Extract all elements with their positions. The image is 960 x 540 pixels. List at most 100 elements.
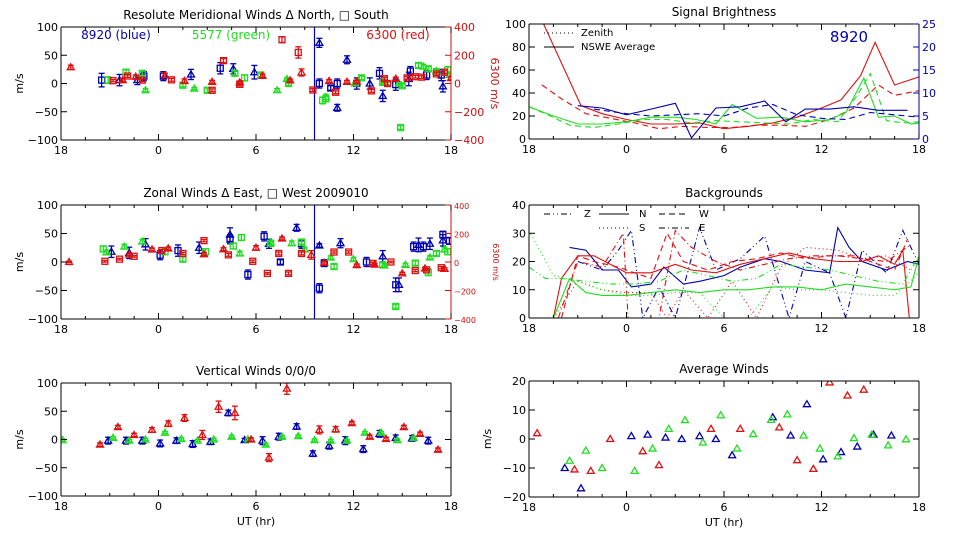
data-point-square (440, 68, 449, 76)
series-line (529, 255, 919, 285)
y-tick-label: 0 (51, 434, 58, 447)
data-point-triangle (735, 424, 745, 433)
series-5577-s (529, 230, 919, 318)
x-tick-label: 18 (54, 500, 68, 513)
x-tick-label: 0 (623, 143, 630, 156)
y2-tick-label: 10 (922, 87, 936, 100)
series-8920-nswe (577, 100, 908, 139)
data-point-square (216, 64, 224, 72)
data-point-triangle (326, 252, 336, 261)
series-5577 (61, 427, 419, 448)
data-point-square (294, 48, 302, 57)
data-point-triangle (230, 408, 240, 417)
data-point-triangle (342, 435, 352, 444)
data-point-triangle (408, 433, 419, 441)
legend-label: W (699, 209, 709, 220)
y-tick-label: 0 (519, 433, 526, 446)
data-point-triangle (314, 240, 325, 249)
data-point-square (439, 230, 447, 239)
x-tick-label: 6 (253, 323, 260, 336)
data-point-triangle (365, 431, 375, 440)
data-point-triangle (163, 418, 173, 427)
data-point-triangle (137, 236, 147, 245)
data-point-triangle (209, 434, 219, 443)
series-6300 (95, 383, 443, 463)
x-tick-label: 18 (444, 500, 458, 513)
data-point-square (379, 261, 387, 269)
y-tick-label: 0 (51, 256, 58, 269)
chart-title: Vertical Winds 0/0/0 (196, 364, 316, 378)
data-point-square (419, 242, 428, 251)
data-point-triangle (257, 435, 268, 444)
plot-area (532, 381, 911, 492)
chart-title: Average Winds (679, 362, 769, 376)
y2-tick-label: 400 (454, 202, 469, 211)
series-line (529, 230, 919, 318)
data-point-triangle (330, 424, 341, 433)
series-line (552, 248, 910, 318)
data-point-triangle (433, 444, 443, 453)
series-5577-zenith (529, 72, 919, 129)
y-tick-label: 10 (512, 404, 526, 417)
data-point-triangle (391, 73, 401, 82)
data-point-triangle (163, 243, 173, 252)
data-point-square (219, 56, 228, 65)
data-point-square (403, 74, 411, 82)
data-point-triangle (296, 67, 307, 76)
y2-tick-label: 200 (454, 231, 469, 240)
x-tick-label: 0 (155, 144, 162, 157)
data-point-square (357, 74, 366, 82)
data-point-triangle (155, 438, 165, 447)
data-point-square (123, 72, 132, 80)
data-point-triangle (732, 443, 742, 452)
y-tick-label: 20 (512, 375, 526, 388)
data-point-triangle (194, 242, 204, 251)
data-point-square (380, 75, 389, 83)
y-tick-label: 20 (512, 256, 526, 269)
series-line (577, 100, 908, 139)
x-tick-label: 12 (347, 500, 361, 513)
y-tick-label: 0 (519, 312, 526, 325)
data-point-triangle (272, 85, 282, 94)
y-tick-label: 100 (505, 18, 526, 31)
data-point-triangle (647, 443, 658, 452)
series-5577-south (99, 233, 451, 311)
data-point-triangle (586, 466, 596, 475)
series-6300-south (109, 36, 449, 96)
data-point-triangle (308, 448, 318, 457)
x-tick-label: 6 (253, 144, 260, 157)
y2-tick-label: 0 (922, 133, 929, 146)
data-point-triangle (64, 257, 74, 266)
data-point-triangle (352, 260, 362, 269)
series-8920-south (97, 61, 445, 92)
data-point-triangle (842, 390, 853, 399)
y2-tick-label: −400 (454, 316, 476, 325)
data-point-triangle (218, 244, 229, 253)
data-point-triangle (698, 437, 708, 446)
data-point-triangle (642, 429, 653, 438)
series-8920-n (569, 226, 919, 288)
data-point-triangle (833, 451, 843, 460)
data-point-triangle (706, 424, 716, 433)
x-tick-label: 18 (444, 144, 458, 157)
x-tick-label: 6 (721, 322, 728, 335)
data-point-triangle (66, 62, 76, 71)
x-axis-label: UT (hr) (237, 515, 275, 528)
y2-tick-label: −200 (454, 106, 484, 119)
data-point-square (229, 242, 237, 250)
data-point-square (115, 255, 124, 263)
y2-tick-label: 15 (922, 64, 936, 77)
series-6300-west (101, 236, 445, 278)
legend-label: Z (584, 209, 591, 220)
data-point-triangle (886, 430, 897, 439)
data-point-triangle (792, 455, 802, 464)
x-tick-label: 18 (522, 143, 536, 156)
series-line (543, 24, 919, 130)
data-point-triangle (569, 464, 580, 473)
data-point-triangle (365, 78, 375, 87)
data-point-triangle (129, 430, 139, 439)
data-point-triangle (213, 401, 224, 410)
data-point-triangle (160, 70, 170, 79)
